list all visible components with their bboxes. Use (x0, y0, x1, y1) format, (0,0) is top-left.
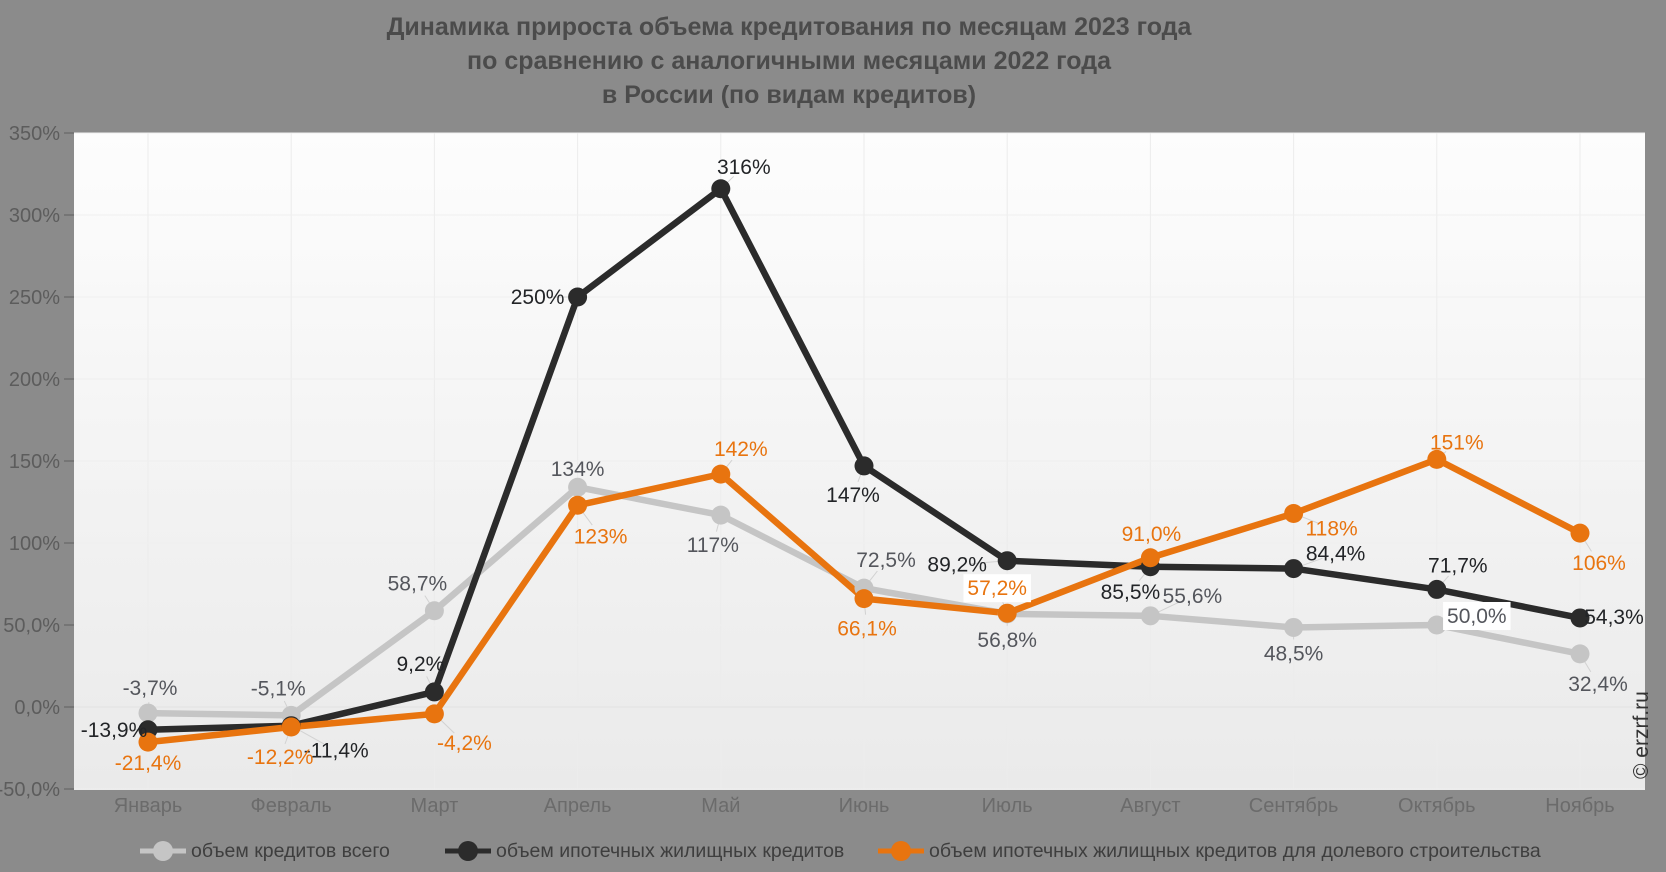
data-label: 72,5% (856, 549, 916, 572)
y-axis-tick-label: 0,0% (14, 697, 60, 719)
legend-line-dot-icon (140, 841, 186, 861)
data-point-2 (568, 495, 588, 515)
title-line-1: Динамика прироста объема кредитования по… (386, 13, 1192, 41)
data-label: 142% (714, 438, 768, 461)
data-label: 71,7% (1428, 554, 1488, 577)
y-axis-tick-label: 150% (9, 451, 60, 473)
x-axis-label: Июль (982, 795, 1033, 817)
data-label: -21,4% (115, 752, 182, 775)
data-point-0 (1570, 644, 1590, 664)
legend-line-dot-icon (445, 841, 491, 861)
data-point-0 (1427, 615, 1447, 635)
x-axis-label: Март (410, 795, 458, 817)
data-label: 134% (551, 458, 605, 481)
data-point-2 (854, 589, 874, 609)
data-label-background (1443, 602, 1511, 630)
title-line-2: по сравнению с аналогичными месяцами 202… (467, 47, 1111, 75)
legend-item-mortgage-loans: объем ипотечных жилищных кредитов (445, 834, 844, 868)
x-axis-label: Август (1120, 795, 1180, 817)
data-label: -5,1% (251, 677, 306, 700)
data-point-2 (138, 732, 158, 752)
data-label: 56,8% (977, 629, 1037, 652)
data-label: -4,2% (437, 732, 492, 755)
legend: объем кредитов всего объем ипотечных жил… (0, 834, 1666, 868)
data-label: 55,6% (1163, 585, 1223, 608)
x-axis-label: Июнь (839, 795, 890, 817)
data-point-2 (1427, 449, 1447, 469)
data-point-2 (1570, 523, 1590, 543)
data-point-2 (281, 717, 301, 737)
data-label: 9,2% (396, 653, 444, 676)
data-point-2 (1140, 548, 1160, 568)
data-label: 151% (1430, 431, 1484, 454)
data-point-1 (997, 551, 1017, 571)
data-label: 54,3% (1584, 606, 1644, 629)
x-axis-label: Январь (114, 795, 183, 817)
data-label: -3,7% (123, 677, 178, 700)
data-label: -13,9% (81, 719, 148, 742)
data-label: 66,1% (837, 618, 897, 641)
x-axis-label: Май (701, 795, 740, 817)
x-axis-label: Сентябрь (1249, 795, 1339, 817)
data-label: 316% (717, 156, 771, 179)
y-axis-tick-label: 300% (9, 205, 60, 227)
data-point-2 (711, 464, 731, 484)
data-point-2 (997, 603, 1017, 623)
x-axis-label: Ноябрь (1545, 795, 1614, 817)
data-label: -11,4% (304, 740, 369, 763)
data-label: 48,5% (1264, 642, 1324, 665)
data-label: 250% (511, 286, 565, 309)
data-label: 84,4% (1306, 543, 1366, 566)
data-label-background (963, 574, 1031, 603)
legend-label: объем ипотечных жилищных кредитов (496, 839, 845, 862)
data-label: 89,2% (927, 554, 987, 577)
data-label: 85,5% (1101, 581, 1161, 604)
data-label: 118% (1306, 517, 1358, 540)
x-axis-label: Апрель (544, 795, 612, 817)
data-point-1 (424, 682, 444, 702)
data-label: 123% (574, 525, 628, 548)
y-axis-tick-label: -50,0% (0, 779, 60, 801)
data-label: 117% (687, 534, 739, 557)
data-point-1 (568, 287, 588, 307)
data-point-0 (568, 477, 588, 497)
y-axis-tick-label: 350% (9, 123, 60, 145)
data-label: 91,0% (1122, 523, 1182, 546)
title-line-3: в России (по видам кредитов) (601, 81, 977, 109)
legend-item-shared-construction-loans: объем ипотечных жилищных кредитов для до… (878, 834, 1541, 868)
data-label: 58,7% (388, 573, 448, 596)
data-point-0 (1284, 617, 1304, 637)
data-point-1 (854, 456, 874, 476)
y-axis-tick-label: 100% (9, 533, 60, 555)
x-axis-label: Октябрь (1398, 795, 1476, 817)
data-label: 57,2% (967, 577, 1027, 600)
legend-label: объем кредитов всего (191, 839, 390, 862)
data-label: 50,0% (1447, 605, 1507, 628)
data-point-0 (424, 601, 444, 621)
data-point-1 (711, 179, 731, 199)
data-label: 32,4% (1568, 673, 1628, 696)
y-axis-tick-label: 50,0% (3, 615, 60, 637)
legend-label: объем ипотечных жилищных кредитов для до… (929, 839, 1541, 862)
data-label: 106% (1572, 552, 1626, 575)
data-point-0 (1140, 606, 1160, 626)
y-axis-tick-label: 200% (9, 369, 60, 391)
y-axis-tick-label: 250% (9, 287, 60, 309)
x-axis-label: Февраль (251, 795, 332, 817)
data-point-2 (1284, 503, 1304, 523)
data-point-1 (1570, 608, 1590, 628)
data-point-1 (1284, 559, 1304, 579)
data-label: -12,2% (247, 746, 314, 769)
legend-item-total-loans: объем кредитов всего (140, 834, 390, 868)
data-point-0 (711, 505, 731, 525)
page-title: Динамика прироста объема кредитования по… (0, 10, 1578, 112)
legend-line-dot-icon (878, 841, 924, 861)
data-label: 147% (826, 484, 880, 507)
data-point-0 (138, 703, 158, 723)
watermark: © erzrf.ru (1630, 691, 1653, 779)
data-point-1 (1427, 579, 1447, 599)
data-point-2 (424, 704, 444, 724)
